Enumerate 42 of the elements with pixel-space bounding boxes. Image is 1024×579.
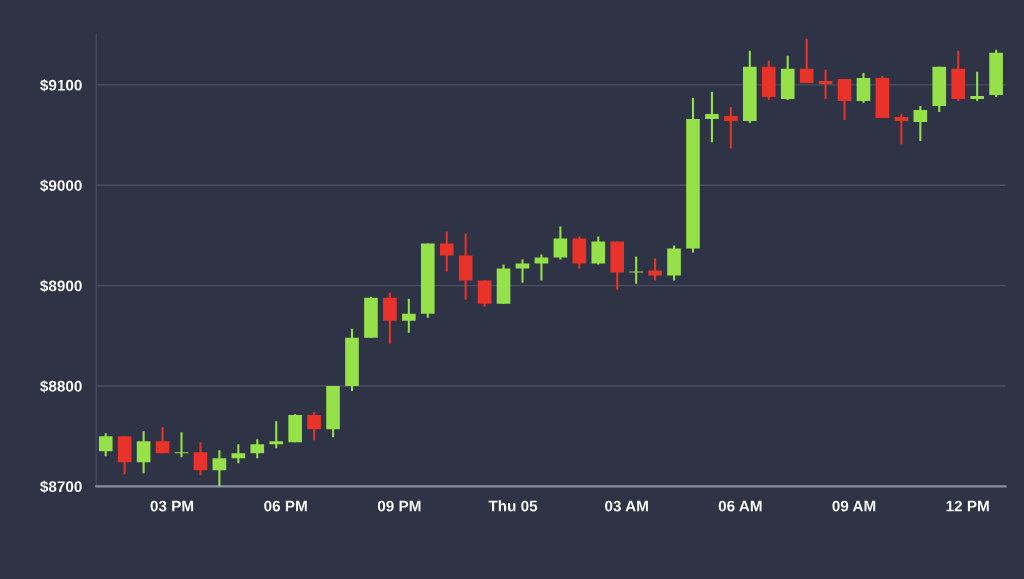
candlestick: [648, 257, 662, 282]
candlestick: [837, 77, 852, 122]
candlestick: [307, 411, 321, 442]
candlestick: [136, 430, 151, 475]
x-tick-label: 03 AM: [605, 500, 648, 512]
candlestick: [553, 225, 568, 261]
candlestick: [269, 420, 284, 450]
y-tick-label: $9100: [40, 79, 82, 92]
x-tick-label: 09 AM: [832, 500, 876, 512]
y-tick-label: $9000: [40, 179, 82, 192]
candlestick: [515, 258, 530, 284]
candlestick: [193, 441, 208, 477]
candlestick: [591, 235, 606, 266]
candlestick: [799, 37, 814, 84]
candlestick: [250, 438, 265, 460]
y-tick-label: $8900: [40, 279, 82, 293]
candlestick: [383, 291, 397, 345]
candlestick: [439, 230, 454, 273]
candlestick: [724, 105, 738, 150]
candlestick: [155, 426, 170, 455]
y-tick-label: $8800: [40, 380, 82, 393]
candlestick: [98, 432, 113, 458]
candlestick: [913, 104, 928, 143]
candlestick: [402, 297, 416, 334]
x-tick-label: 06 AM: [718, 500, 762, 512]
candlestick: [629, 255, 643, 285]
x-tick-label: 03 PM: [150, 500, 194, 512]
x-tick-label: 12 PM: [946, 500, 989, 512]
candlestick: [534, 253, 549, 282]
candlestick: [231, 443, 246, 465]
candlestick: [477, 279, 492, 308]
x-tick-label: 09 PM: [377, 500, 421, 512]
candlestick: [212, 449, 227, 487]
candlestick: [705, 90, 719, 144]
candlestick: [894, 112, 909, 146]
y-tick-label: $8700: [40, 480, 82, 494]
candlestick: [856, 71, 871, 105]
candlestick: [970, 70, 984, 103]
candlestick: [174, 431, 189, 459]
x-tick-label: 06 PM: [264, 500, 307, 512]
candlestick: [818, 68, 833, 101]
x-tick-label: Thu 05: [488, 500, 538, 512]
